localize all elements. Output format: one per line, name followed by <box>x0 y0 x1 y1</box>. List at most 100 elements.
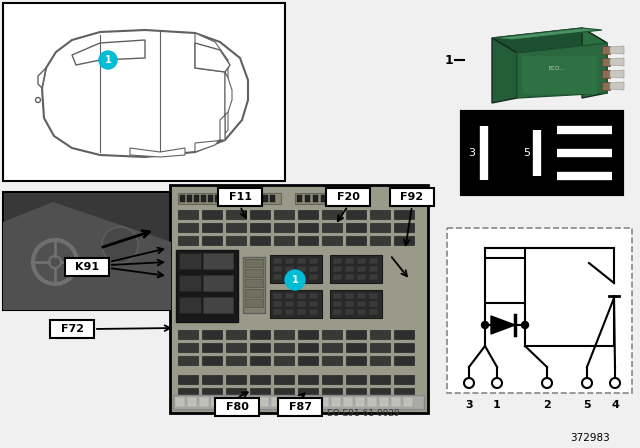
Bar <box>187 397 197 407</box>
Bar <box>201 195 206 202</box>
Bar <box>245 279 263 287</box>
Bar <box>202 236 222 245</box>
Bar <box>278 398 322 416</box>
Bar <box>250 330 270 339</box>
Text: 372983: 372983 <box>570 433 610 443</box>
Bar <box>307 397 317 407</box>
Polygon shape <box>517 43 607 98</box>
Bar <box>309 274 318 280</box>
Bar <box>298 356 318 365</box>
Text: 1: 1 <box>616 125 623 135</box>
Circle shape <box>99 51 117 69</box>
Bar <box>178 375 198 384</box>
Bar <box>187 195 192 202</box>
Bar <box>194 195 199 202</box>
Bar <box>298 210 318 219</box>
Bar <box>273 309 282 315</box>
Bar <box>357 266 366 272</box>
Polygon shape <box>72 40 145 65</box>
Bar <box>199 397 209 407</box>
Bar <box>522 56 597 94</box>
Bar <box>357 258 366 264</box>
Bar <box>309 301 318 307</box>
Bar <box>297 258 306 264</box>
Bar <box>345 301 354 307</box>
Polygon shape <box>491 316 515 334</box>
Bar <box>271 397 281 407</box>
Bar <box>297 266 306 272</box>
Bar <box>250 343 270 352</box>
Bar <box>394 375 414 384</box>
Circle shape <box>35 98 40 103</box>
Bar <box>178 343 198 352</box>
Bar <box>285 301 294 307</box>
Bar <box>333 266 342 272</box>
Bar <box>485 258 525 303</box>
Bar <box>464 114 620 192</box>
Bar <box>295 397 305 407</box>
Bar <box>298 388 318 397</box>
Bar <box>322 375 342 384</box>
Bar <box>346 223 366 232</box>
Bar <box>235 397 245 407</box>
Text: 3: 3 <box>468 148 476 158</box>
Text: F80: F80 <box>225 402 248 412</box>
Bar <box>298 236 318 245</box>
Bar <box>394 236 414 245</box>
Bar <box>309 266 318 272</box>
Bar <box>321 195 326 202</box>
Bar <box>322 343 342 352</box>
Bar <box>273 301 282 307</box>
Bar <box>369 266 378 272</box>
Bar <box>215 398 259 416</box>
Bar <box>357 274 366 280</box>
Bar <box>394 223 414 232</box>
Polygon shape <box>195 43 230 72</box>
Circle shape <box>610 378 620 388</box>
Bar <box>298 375 318 384</box>
Bar <box>297 301 306 307</box>
Bar <box>403 397 413 407</box>
Bar <box>273 266 282 272</box>
Bar <box>357 293 366 299</box>
Bar <box>215 195 220 202</box>
Text: 1: 1 <box>292 275 298 285</box>
Bar <box>602 46 610 54</box>
Bar <box>274 236 294 245</box>
Bar <box>203 253 233 269</box>
Bar <box>313 195 318 202</box>
Bar <box>270 255 322 283</box>
Bar <box>208 195 213 202</box>
Bar <box>298 343 318 352</box>
Polygon shape <box>3 202 171 310</box>
Bar <box>274 375 294 384</box>
Bar <box>250 236 270 245</box>
Text: F20: F20 <box>337 192 360 202</box>
Bar <box>370 223 390 232</box>
Circle shape <box>481 322 488 328</box>
Circle shape <box>102 227 138 263</box>
Bar <box>346 388 366 397</box>
Bar <box>390 188 434 206</box>
Polygon shape <box>195 33 228 152</box>
Circle shape <box>285 270 305 290</box>
Bar <box>346 330 366 339</box>
Bar <box>369 301 378 307</box>
Bar <box>223 397 233 407</box>
Bar <box>345 266 354 272</box>
Polygon shape <box>492 28 602 40</box>
Bar <box>170 185 428 413</box>
Text: F72: F72 <box>61 324 83 334</box>
Bar <box>274 388 294 397</box>
Bar <box>297 195 302 202</box>
Bar <box>226 236 246 245</box>
Text: 5: 5 <box>524 148 531 158</box>
Bar <box>178 330 198 339</box>
Text: 4: 4 <box>616 148 623 158</box>
Bar <box>391 397 401 407</box>
Bar <box>3 3 285 181</box>
Text: EO E91 61 0029: EO E91 61 0029 <box>326 409 399 418</box>
Bar <box>369 293 378 299</box>
Bar <box>319 397 329 407</box>
Bar <box>202 223 222 232</box>
